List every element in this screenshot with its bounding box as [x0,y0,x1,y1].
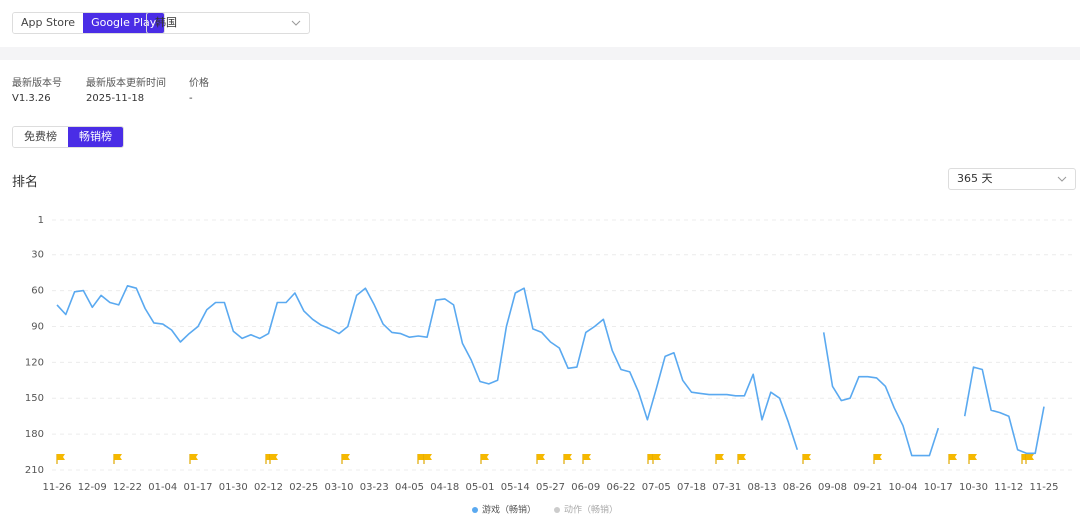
chart-title: 排名 [12,175,39,190]
event-flags [56,453,1035,465]
x-tick-label: 08-13 [747,482,776,493]
legend-label: 动作（畅销） [564,504,618,516]
range: 365 天 [957,172,993,185]
x-tick-label: 01-30 [219,482,248,493]
x-tick-label: 06-09 [571,482,600,493]
x-tick-label: 05-01 [465,482,494,493]
y-tick-label: 30 [31,250,44,261]
x-tick-label: 10-04 [888,482,917,493]
x-tick-label: 02-25 [289,482,318,493]
legend-dot [554,507,561,513]
x-tick-label: 10-17 [924,482,953,493]
region: 韩国 [155,16,177,29]
legend-dot [472,507,478,513]
chevron [1057,176,1067,182]
y-tick-label: 60 [31,286,44,297]
y-tick-label: 120 [25,357,44,368]
x-tick-label: 09-21 [853,482,882,493]
x-tick-label: 03-23 [360,482,389,493]
store-tab[interactable]: App Store [13,13,84,33]
info-label: 价格 [189,78,209,89]
info-value: V1.3.26 [12,93,51,104]
x-tick-label: 12-22 [113,482,142,493]
x-tick-label: 05-27 [536,482,565,493]
rank-tabs: 免费榜 畅销榜 [12,126,124,148]
y-tick-label: 180 [25,429,44,440]
divider [0,47,1080,60]
region-select[interactable]: 韩国 [146,12,310,34]
chevron [291,20,301,26]
info-label: 最新版本更新时间 [86,78,166,89]
x-tick-label: 04-18 [430,482,459,493]
x-tick-label: 09-08 [818,482,847,493]
x-tick-label: 06-22 [606,482,635,493]
x-tick-label: 04-05 [395,482,424,493]
x-tick-label: 05-14 [501,482,530,493]
series-line [56,285,1045,457]
rank-tab[interactable]: 免费榜 [13,127,68,147]
x-tick-label: 11-26 [42,482,71,493]
x-tick-label: 11-25 [1029,482,1058,493]
rank-tab[interactable]: 畅销榜 [68,127,123,147]
x-tick-label: 11-12 [994,482,1023,493]
x-tick-label: 02-12 [254,482,283,493]
x-tick-label: 07-18 [677,482,706,493]
y-tick-label: 90 [31,321,44,332]
x-tick-label: 08-26 [783,482,812,493]
y-tick-label: 150 [25,393,44,404]
x-tick-label: 03-10 [324,482,353,493]
x-tick-label: 01-17 [183,482,212,493]
info-value: 2025-11-18 [86,93,145,104]
x-tick-label: 07-05 [642,482,671,493]
x-tick-label: 07-31 [712,482,741,493]
y-tick-label: 1 [38,215,44,226]
x-tick-label: 12-09 [78,482,107,493]
range-select[interactable]: 365 天 [948,168,1076,190]
store-tabs: App Store Google Play [12,12,166,34]
x-tick-label: 01-04 [148,482,177,493]
info-label: 最新版本号 [12,78,62,89]
store-tab[interactable]: Google Play [83,13,165,33]
y-tick-label: 210 [25,465,44,476]
info-value: - [189,93,193,104]
legend-label: 游戏（畅销） [482,504,536,516]
x-tick-label: 10-30 [959,482,988,493]
